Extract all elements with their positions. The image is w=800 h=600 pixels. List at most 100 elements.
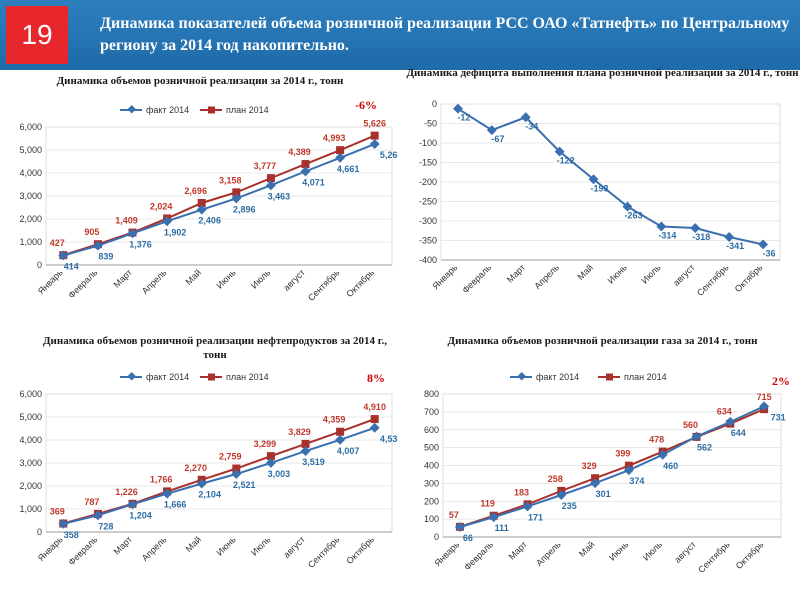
chart-panel-gas-sales: Динамика объемов розничной реализации га… — [405, 332, 800, 598]
chart-svg: 0 100 200 300 400 500 600 700 800 Январь Февраль Ма… — [424, 372, 790, 575]
data-point — [724, 232, 735, 242]
data-label: 2,406 — [198, 216, 221, 226]
data-label: 4,993 — [323, 133, 346, 143]
data-point — [554, 146, 565, 157]
x-tick-label: Июнь — [606, 262, 629, 285]
data-point — [370, 415, 379, 424]
data-point — [758, 239, 768, 250]
series-line — [457, 107, 764, 246]
data-label: 3,463 — [268, 191, 291, 201]
data-label: 183 — [514, 487, 529, 497]
data-label: 460 — [663, 461, 678, 471]
y-tick-label: 0 — [434, 532, 439, 542]
data-label: 728 — [98, 521, 113, 531]
data-label: 1,766 — [150, 474, 173, 484]
data-label: 3,777 — [254, 161, 277, 171]
data-label: 905 — [84, 227, 99, 237]
data-label: 1,376 — [129, 239, 152, 249]
series-line — [459, 405, 765, 528]
x-tick-label: Июнь — [607, 539, 630, 562]
data-point — [301, 160, 310, 169]
data-label: 4,661 — [337, 164, 360, 174]
x-tick-label: Май — [577, 539, 597, 559]
data-point — [232, 464, 241, 473]
data-label: 374 — [629, 476, 644, 486]
x-tick-label: Сентябрь — [696, 539, 732, 575]
data-label: -12 — [457, 113, 470, 123]
x-tick-label: август — [671, 262, 697, 288]
x-tick-label: Апрель — [140, 534, 169, 563]
data-label: -36 — [763, 248, 776, 258]
data-label: 399 — [615, 449, 630, 459]
y-tick-label: 4,000 — [19, 168, 42, 178]
data-label: -341 — [726, 241, 744, 251]
legend-marker — [517, 372, 526, 381]
data-label: -314 — [658, 230, 676, 240]
data-label: 562 — [697, 443, 712, 453]
data-label: -263 — [624, 211, 642, 221]
x-tick-label: Апрель — [532, 262, 561, 291]
data-point — [266, 452, 275, 461]
y-tick-label: -350 — [419, 236, 437, 246]
y-tick-label: -100 — [419, 138, 437, 148]
x-tick-label: Январь — [430, 262, 459, 291]
data-label: 171 — [528, 512, 543, 522]
x-tick-label: Июль — [249, 267, 273, 291]
y-tick-label: 2,000 — [19, 481, 42, 491]
data-label: 1,226 — [115, 487, 138, 497]
x-tick-label: Март — [507, 539, 529, 561]
data-point — [590, 478, 601, 489]
legend-label: факт 2014 — [536, 372, 579, 382]
data-point — [691, 431, 702, 442]
data-label: 427 — [50, 238, 65, 248]
y-tick-label: 6,000 — [19, 122, 42, 132]
x-tick-label: Февраль — [462, 539, 495, 572]
data-point — [92, 240, 103, 251]
data-label: -193 — [591, 183, 609, 193]
data-label: -34 — [525, 121, 538, 131]
y-tick-label: 0 — [37, 260, 42, 270]
data-point — [300, 446, 311, 457]
x-tick-label: Январь — [432, 539, 461, 568]
data-point — [370, 131, 379, 140]
x-tick-label: Июнь — [214, 267, 237, 290]
x-tick-label: Январь — [36, 267, 65, 296]
y-tick-label: 6,000 — [19, 389, 42, 399]
data-point — [335, 434, 346, 445]
data-label: 329 — [582, 461, 597, 471]
data-label: 4,389 — [288, 147, 311, 157]
data-point — [591, 474, 600, 483]
data-point — [488, 512, 499, 523]
x-tick-label: Октябрь — [733, 262, 765, 294]
legend-marker — [208, 106, 215, 114]
series-line — [63, 426, 376, 525]
data-label: 2,759 — [219, 452, 242, 462]
data-label: 57 — [449, 510, 459, 520]
x-tick-label: Март — [112, 267, 134, 289]
data-label: 235 — [562, 501, 577, 511]
data-label: 2,104 — [198, 490, 221, 500]
data-label: 4,359 — [323, 415, 346, 425]
y-tick-label: 800 — [424, 389, 439, 399]
x-tick-label: Май — [184, 534, 204, 554]
chart-panel-petroleum-sales: Динамика объемов розничной реализации не… — [0, 332, 400, 598]
slide-number-badge: 19 — [6, 6, 68, 64]
data-point — [690, 223, 701, 233]
y-tick-label: 0 — [432, 99, 437, 109]
y-tick-label: 400 — [424, 461, 439, 471]
data-point — [232, 188, 241, 197]
data-label: 1,666 — [164, 500, 187, 510]
data-point — [231, 193, 242, 204]
x-tick-label: Январь — [36, 534, 65, 563]
slide-header: 19 Динамика показателей объема розничной… — [0, 0, 800, 70]
series-line — [62, 134, 376, 257]
x-tick-label: Июль — [639, 262, 663, 286]
x-tick-label: Июнь — [214, 534, 237, 557]
x-tick-label: Май — [575, 262, 595, 282]
data-point — [369, 422, 380, 433]
x-tick-label: август — [281, 534, 307, 560]
data-label: 787 — [84, 497, 99, 507]
data-label: -67 — [491, 134, 504, 144]
chart-title: Динамика объемов розничной реализации за… — [56, 75, 344, 87]
